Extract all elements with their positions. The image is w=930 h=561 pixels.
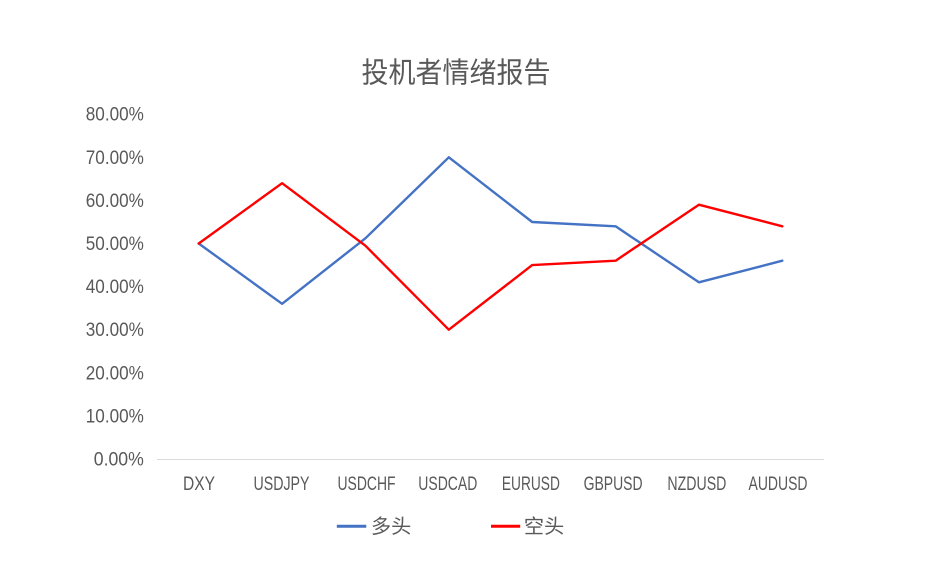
svg-text:NZDUSD: NZDUSD xyxy=(667,474,726,495)
svg-text:USDJPY: USDJPY xyxy=(254,474,310,495)
svg-text:20.00%: 20.00% xyxy=(86,363,144,384)
svg-text:0.00%: 0.00% xyxy=(94,450,144,471)
svg-text:GBPUSD: GBPUSD xyxy=(584,474,643,495)
svg-text:70.00%: 70.00% xyxy=(86,148,144,169)
svg-text:10.00%: 10.00% xyxy=(86,406,144,427)
svg-text:30.00%: 30.00% xyxy=(86,320,144,341)
svg-text:60.00%: 60.00% xyxy=(86,191,144,212)
svg-text:40.00%: 40.00% xyxy=(86,277,144,298)
svg-text:EURUSD: EURUSD xyxy=(502,474,560,495)
svg-text:80.00%: 80.00% xyxy=(86,105,144,126)
svg-text:AUDUSD: AUDUSD xyxy=(749,474,808,495)
svg-text:USDCHF: USDCHF xyxy=(338,474,396,495)
svg-text:50.00%: 50.00% xyxy=(86,234,144,255)
svg-text:DXY: DXY xyxy=(183,474,215,495)
svg-text:USDCAD: USDCAD xyxy=(418,474,477,495)
